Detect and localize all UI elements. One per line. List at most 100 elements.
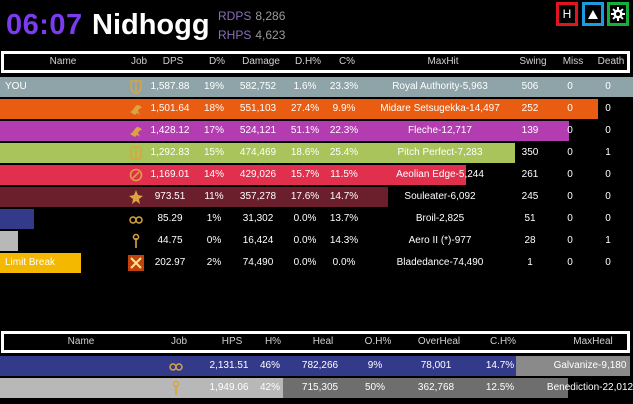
dps-cell-swing: 506	[521, 81, 539, 92]
dps-cell-swing: 139	[521, 125, 539, 136]
dps-cell-dps: 85.29	[157, 213, 183, 224]
scholar-job-icon	[167, 357, 185, 375]
dps-cell-dps: 973.51	[154, 191, 186, 202]
dps-cell-damage: 16,424	[242, 235, 274, 246]
dps-cell-maxhit: Broil-2,825	[415, 213, 465, 224]
heal-cell-hp: 42%	[259, 382, 281, 393]
dps-cell-death: 0	[605, 257, 611, 268]
heal-col-maxheal[interactable]: MaxHeal	[573, 336, 613, 347]
dps-col-name[interactable]: Name	[49, 56, 77, 67]
heal-cell-ch: 14.7%	[485, 360, 515, 371]
dps-cell-damage: 474,469	[239, 147, 277, 158]
dps-cell-miss: 0	[567, 235, 573, 246]
heal-table-row[interactable]: 2,131.51 46% 782,266 9% 78,001 14.7% Galvanize…	[0, 356, 633, 376]
dps-cell-dh: 17.6%	[290, 191, 320, 202]
heal-col-heal[interactable]: Heal	[312, 336, 334, 347]
dps-table-row[interactable]: 973.51 11% 357,278 17.6% 14.7% Souleater-6,09…	[0, 187, 633, 207]
dps-cell-dp: 0%	[206, 235, 222, 246]
dps-col-death[interactable]: Death	[597, 56, 625, 67]
dps-col-damage[interactable]: Damage	[242, 56, 280, 67]
dps-bar	[0, 77, 633, 97]
dps-table-row[interactable]: 1,428.12 17% 524,121 51.1% 22.3% Fleche-12,71…	[0, 121, 633, 141]
dps-cell-damage: 551,103	[239, 103, 277, 114]
settings-button[interactable]	[607, 2, 629, 26]
dps-cell-miss: 0	[567, 147, 573, 158]
heal-overheal-bar	[515, 356, 630, 376]
rdps-label: RDPS	[218, 9, 252, 23]
dps-bar	[0, 143, 516, 163]
dps-col-swing[interactable]: Swing	[519, 56, 547, 67]
dps-col-dps[interactable]: DPS	[162, 56, 184, 67]
dps-cell-maxhit: Souleater-6,092	[404, 191, 476, 202]
dps-col-job[interactable]: Job	[130, 56, 148, 67]
heal-table-row[interactable]: 1,949.06 42% 715,305 50% 362,768 12.5% Benedic…	[0, 378, 633, 398]
heal-cell-ch: 12.5%	[485, 382, 515, 393]
heal-col-job[interactable]: Job	[170, 336, 188, 347]
dps-cell-swing: 245	[521, 191, 539, 202]
heal-cell-overheal: 78,001	[420, 360, 452, 371]
dps-cell-dp: 14%	[203, 169, 225, 180]
dps-col-d-h-[interactable]: D.H%	[294, 56, 322, 67]
heal-col-o-h-[interactable]: O.H%	[364, 336, 392, 347]
dps-table-row[interactable]: YOU 1,587.88 19% 582,752 1.6% 23.3% Royal Auth…	[0, 77, 633, 97]
collapse-button[interactable]	[582, 2, 604, 26]
dps-cell-dps: 1,501.64	[150, 103, 190, 114]
white-mage-job-icon	[167, 379, 185, 397]
dps-cell-damage: 31,302	[242, 213, 274, 224]
dps-cell-damage: 429,026	[239, 169, 277, 180]
dps-table-row[interactable]: 1,169.01 14% 429,026 15.7% 11.5% Aeolian Edge…	[0, 165, 633, 185]
dps-col-miss[interactable]: Miss	[562, 56, 584, 67]
dps-table-row[interactable]: 44.75 0% 16,424 0.0% 14.3% Aero II (*)-977 28 0…	[0, 231, 633, 251]
heal-cell-maxheal: Benediction-22,012	[546, 382, 633, 393]
dps-cell-death: 0	[605, 81, 611, 92]
dps-col-d-[interactable]: D%	[208, 56, 226, 67]
dps-table-row[interactable]: 85.29 1% 31,302 0.0% 13.7% Broil-2,825 51 0 0	[0, 209, 633, 229]
dps-cell-damage: 524,121	[239, 125, 277, 136]
dps-cell-c: 0.0%	[332, 257, 356, 268]
dark-knight-job-icon	[127, 188, 145, 206]
white-mage-job-icon	[127, 232, 145, 250]
hide-names-button[interactable]: H	[556, 2, 578, 26]
heal-col-name[interactable]: Name	[67, 336, 95, 347]
dps-table-row[interactable]: Limit Break 202.97 2% 74,490 0.0% 0.0% Bladeda…	[0, 253, 633, 273]
dps-col-c-[interactable]: C%	[338, 56, 356, 67]
dps-cell-dh: 1.6%	[293, 81, 317, 92]
heal-col-h-[interactable]: H%	[264, 336, 282, 347]
dps-table-row[interactable]: 1,292.83 15% 474,469 18.6% 25.4% Pitch Perfec…	[0, 143, 633, 163]
dps-cell-dps: 1,292.83	[150, 147, 190, 158]
dps-table-header: Name Job DPS D% Damage D.H% C% MaxHit Swing Miss D…	[1, 51, 630, 73]
dps-cell-maxhit: Bladedance-74,490	[396, 257, 484, 268]
dps-cell-dh: 15.7%	[290, 169, 320, 180]
heal-cell-oh: 9%	[367, 360, 383, 371]
dps-cell-dp: 2%	[206, 257, 222, 268]
limit-break-job-icon	[127, 254, 145, 272]
dps-cell-c: 9.9%	[332, 103, 356, 114]
dps-cell-miss: 0	[567, 169, 573, 180]
dps-cell-maxhit: Aero II (*)-977	[408, 235, 472, 246]
dps-cell-swing: 350	[521, 147, 539, 158]
heal-bar	[0, 378, 283, 398]
dps-bar	[0, 121, 570, 141]
encounter-timer: 06:07	[6, 9, 83, 41]
heal-table-header: Name Job HPS H% Heal O.H% OverHeal C.H% MaxHeal	[1, 331, 630, 353]
dps-bar	[0, 231, 18, 251]
gear-icon	[611, 7, 625, 21]
heal-col-c-h-[interactable]: C.H%	[489, 336, 517, 347]
dps-cell-dh: 18.6%	[290, 147, 320, 158]
dps-cell-maxhit: Fleche-12,717	[408, 125, 472, 136]
heal-col-hps[interactable]: HPS	[221, 336, 243, 347]
dps-cell-miss: 0	[567, 81, 573, 92]
dps-cell-dh: 0.0%	[293, 235, 317, 246]
heal-cell-hps: 1,949.06	[209, 382, 249, 393]
player-name: YOU	[5, 81, 27, 92]
dps-col-maxhit[interactable]: MaxHit	[427, 56, 459, 67]
dps-table-row[interactable]: 1,501.64 18% 551,103 27.4% 9.9% Midare Setsug…	[0, 99, 633, 119]
dps-cell-miss: 0	[567, 191, 573, 202]
dps-cell-miss: 0	[567, 213, 573, 224]
dps-cell-swing: 28	[524, 235, 536, 246]
dps-cell-dh: 0.0%	[293, 213, 317, 224]
player-name: Limit Break	[5, 257, 56, 268]
dps-cell-maxhit: Midare Setsugekka-14,497	[380, 103, 500, 114]
dps-cell-dh: 0.0%	[293, 257, 317, 268]
heal-col-overheal[interactable]: OverHeal	[417, 336, 461, 347]
